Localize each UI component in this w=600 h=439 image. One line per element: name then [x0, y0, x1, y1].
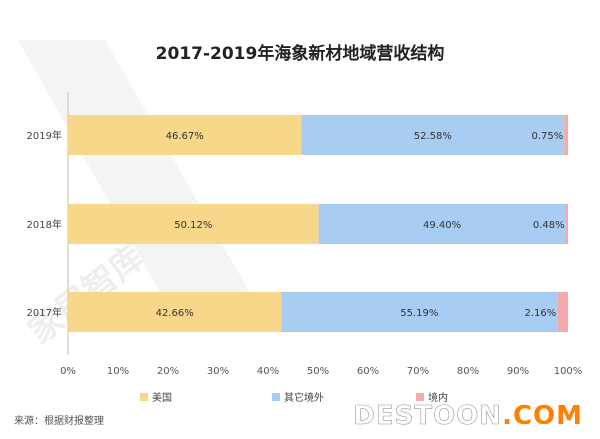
data-label: 0.48%	[533, 220, 565, 231]
bar-segment	[281, 292, 558, 332]
bar-segment	[565, 204, 568, 244]
legend-label: 其它境外	[284, 391, 324, 404]
legend-swatch	[272, 393, 280, 401]
watermark-main: DESTOON	[353, 401, 502, 431]
x-tick-label: 80%	[457, 366, 479, 377]
category-label: 2019年	[27, 129, 62, 142]
data-label: 50.12%	[174, 220, 212, 231]
x-tick-label: 50%	[307, 366, 329, 377]
watermark-accent: .COM	[502, 401, 583, 431]
data-label: 42.66%	[156, 308, 194, 319]
plot-area: 0% 10% 20% 30% 40% 50% 60% 70% 80% 90% 100% 2019年 46…	[27, 92, 583, 404]
bar-segment	[557, 292, 569, 332]
x-tick-label: 60%	[357, 366, 379, 377]
x-tick-label: 100%	[554, 366, 583, 377]
data-label: 46.67%	[166, 131, 204, 142]
site-watermark: DESTOON.COM	[353, 401, 583, 431]
bar-segment	[68, 204, 319, 244]
category-label: 2017年	[27, 306, 62, 319]
x-tick-label: 10%	[107, 366, 129, 377]
source-note: 来源：根据财报整理	[14, 414, 104, 427]
data-label: 55.19%	[400, 308, 438, 319]
x-tick-label: 30%	[207, 366, 229, 377]
legend-label: 美国	[152, 391, 172, 404]
chart-title: 2017-2019年海象新材地域营收结构	[156, 43, 445, 64]
legend-swatch	[416, 393, 424, 401]
category-label: 2018年	[27, 218, 62, 231]
data-label: 52.58%	[414, 131, 452, 142]
data-label: 0.75%	[531, 131, 563, 142]
legend-label: 境内	[428, 391, 448, 404]
x-tick-label: 20%	[157, 366, 179, 377]
x-tick-label: 90%	[507, 366, 529, 377]
bar-segment	[318, 204, 566, 244]
x-tick-label: 0%	[60, 366, 76, 377]
legend-swatch	[140, 393, 148, 401]
bar-segment	[301, 115, 565, 155]
bar-segment	[564, 115, 568, 155]
bar-segment	[68, 292, 282, 332]
data-label: 2.16%	[524, 308, 556, 319]
bar-segment	[68, 115, 302, 155]
x-tick-label: 40%	[257, 366, 279, 377]
data-label: 49.40%	[423, 220, 461, 231]
x-tick-label: 70%	[407, 366, 429, 377]
